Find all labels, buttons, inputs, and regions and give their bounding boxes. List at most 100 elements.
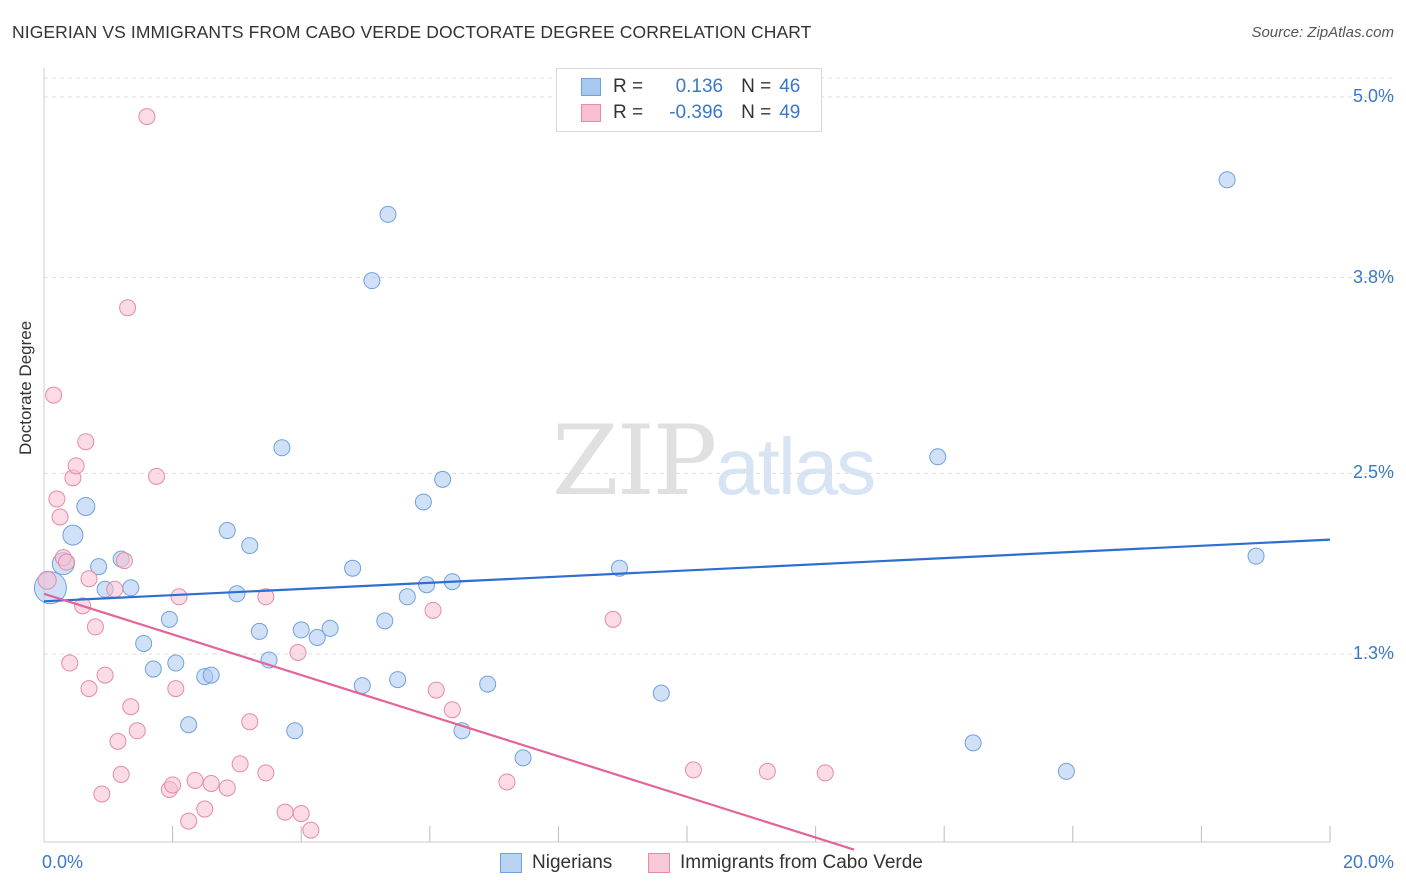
r-value: -0.396	[669, 102, 724, 123]
data-point	[80, 680, 98, 698]
data-point	[1247, 547, 1265, 565]
data-point	[164, 776, 182, 794]
data-point	[160, 610, 178, 628]
trend-line-cabo-verde	[43, 592, 855, 851]
data-point	[273, 439, 291, 457]
legend-swatch-pink	[581, 104, 601, 122]
data-point	[758, 762, 776, 780]
data-point	[62, 524, 84, 546]
data-point	[80, 570, 98, 588]
data-point	[308, 628, 326, 646]
legend-item-cabo-verde[interactable]: Immigrants from Cabo Verde	[648, 852, 923, 874]
data-point	[231, 755, 249, 773]
data-point	[418, 576, 436, 594]
r-label: R =	[613, 102, 644, 123]
data-point	[498, 773, 516, 791]
data-point	[514, 749, 532, 767]
watermark-atlas: atlas	[715, 422, 876, 511]
data-point	[964, 734, 982, 752]
data-point	[344, 559, 362, 577]
data-point	[76, 496, 96, 516]
grid-lines	[44, 77, 1392, 655]
n-label: N =	[741, 76, 772, 97]
stats-legend: R = 0.136 N = 46 R = -0.396 N = 49	[556, 68, 822, 132]
data-point	[379, 205, 397, 223]
data-point	[96, 666, 114, 684]
data-point	[90, 558, 108, 576]
data-points	[33, 108, 1265, 839]
series-nigerians	[33, 171, 1265, 780]
data-point	[427, 681, 445, 699]
x-tick-label: 20.0%	[1342, 852, 1394, 872]
data-point	[292, 621, 310, 639]
legend-label: Immigrants from Cabo Verde	[680, 852, 923, 873]
data-point	[77, 433, 95, 451]
watermark-zip: ZIP	[552, 405, 717, 517]
data-point	[363, 272, 381, 290]
data-point	[48, 490, 66, 508]
data-point	[424, 601, 442, 619]
series-legend: Nigerians Immigrants from Cabo Verde	[0, 852, 1406, 880]
data-point	[37, 570, 57, 590]
y-tick-label: 5.0%	[1352, 86, 1394, 106]
data-point	[119, 299, 137, 317]
data-point	[170, 588, 188, 606]
data-point	[167, 680, 185, 698]
r-label: R =	[613, 76, 644, 97]
data-point	[434, 470, 452, 488]
data-point	[276, 803, 294, 821]
data-point	[51, 508, 69, 526]
data-point	[180, 812, 198, 830]
axes	[43, 68, 1331, 843]
data-point	[93, 785, 111, 803]
data-point	[241, 713, 259, 731]
data-point	[106, 580, 124, 598]
chart-title: NIGERIAN VS IMMIGRANTS FROM CABO VERDE D…	[12, 22, 812, 42]
data-point	[135, 634, 153, 652]
data-point	[443, 701, 461, 719]
data-point	[112, 765, 130, 783]
legend-swatch-blue	[581, 78, 601, 96]
data-point	[652, 684, 670, 702]
data-point	[144, 660, 162, 678]
data-point	[218, 522, 236, 540]
data-point	[289, 643, 307, 661]
data-point	[376, 612, 394, 630]
data-point	[138, 108, 156, 126]
y-tick-label: 2.5%	[1352, 462, 1394, 483]
trend-lines	[43, 538, 1331, 851]
y-tick-label: 1.3%	[1352, 643, 1394, 663]
legend-item-nigerians[interactable]: Nigerians	[500, 852, 612, 874]
data-point	[186, 771, 204, 789]
data-point	[109, 732, 127, 750]
data-point	[228, 585, 246, 603]
data-point	[257, 588, 275, 606]
data-point	[202, 774, 220, 792]
data-point	[684, 761, 702, 779]
data-point	[167, 654, 185, 672]
data-point	[128, 722, 146, 740]
data-point	[250, 622, 268, 640]
data-point	[302, 821, 320, 839]
series-cabo-verde	[37, 108, 834, 839]
y-axis-label: Doctorate Degree	[16, 320, 35, 455]
data-point	[67, 457, 85, 475]
data-point	[218, 779, 236, 797]
watermark: ZIPatlas	[552, 405, 876, 517]
data-point	[122, 579, 140, 597]
x-tick-label: 0.0%	[42, 852, 84, 872]
data-point	[398, 588, 416, 606]
data-point	[61, 654, 79, 672]
data-point	[353, 677, 371, 695]
data-point	[1057, 762, 1075, 780]
data-point	[414, 493, 432, 511]
legend-swatch-pink	[648, 853, 670, 873]
data-point	[604, 610, 622, 628]
data-point	[292, 805, 310, 823]
data-point	[610, 559, 628, 577]
legend-label: Nigerians	[532, 852, 613, 873]
data-point	[816, 764, 834, 782]
legend-row-nigerians: R = 0.136 N = 46	[581, 75, 800, 99]
legend-swatch-blue	[500, 853, 522, 873]
